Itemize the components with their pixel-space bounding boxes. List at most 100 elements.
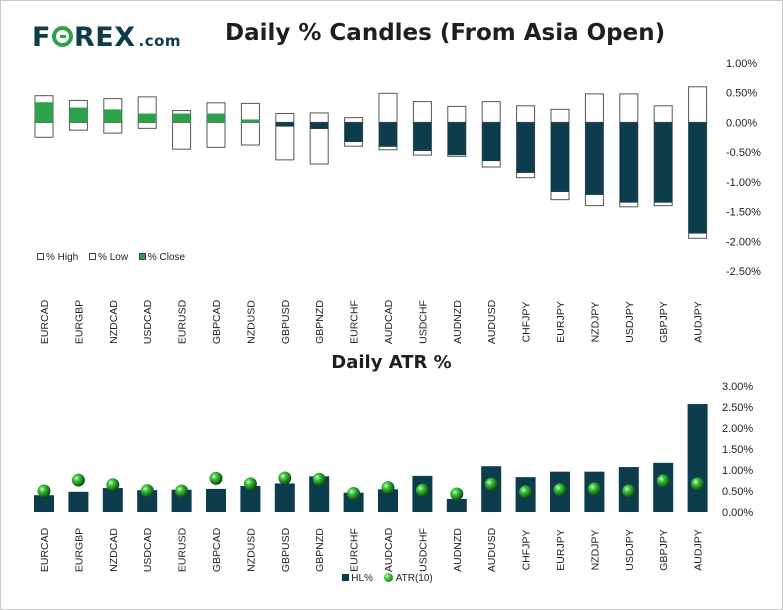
candle-close-body: [344, 122, 363, 143]
atr-dot: [553, 483, 567, 497]
atr-hl-bar: [240, 485, 261, 512]
atr-x-tick-label: EURJPY: [555, 529, 567, 570]
candles-legend: % High % Low % Close: [37, 252, 193, 263]
candle-close-body: [172, 113, 191, 123]
atr-dot: [656, 474, 670, 488]
candles-x-tick-label: CHFJPY: [521, 302, 533, 343]
atr-y-tick: 2.50%: [722, 402, 753, 414]
candles-y-tick: 1.00%: [726, 58, 757, 70]
candle-low-box: [137, 121, 157, 129]
candle-high-box: [619, 93, 639, 123]
atr-x-tick-label: GBPJPY: [658, 529, 670, 570]
legend-close: % Close: [138, 252, 186, 263]
candle-high-box: [584, 93, 604, 123]
candles-y-tick: -1.50%: [726, 207, 761, 219]
atr-dot: [415, 483, 429, 497]
legend-close-swatch: [138, 253, 146, 260]
candle-low-box: [172, 121, 192, 150]
candles-x-tick-label: GBPNZD: [314, 300, 326, 344]
candles-y-tick: 0.00%: [726, 117, 757, 129]
atr-dot: [140, 484, 154, 498]
atr-dot: [347, 487, 361, 501]
candles-x-tick-label: EURCAD: [39, 299, 51, 344]
atr-hl-bar: [446, 498, 467, 512]
atr-hl-bar: [378, 489, 398, 512]
legend-high: % High: [37, 252, 78, 263]
candle-low-box: [34, 121, 54, 138]
legend-hl-label: HL%: [351, 573, 373, 584]
candles-x-tick-label: AUDNZD: [452, 300, 464, 344]
atr-dot: [71, 473, 85, 487]
candles-x-tick-label: EURJPY: [555, 301, 567, 342]
atr-x-tick-label: NZDCAD: [108, 528, 120, 572]
atr-x-tick-label: GBPUSD: [280, 527, 292, 572]
atr-dot: [106, 478, 120, 492]
candle-close-body: [241, 119, 260, 123]
atr-hl-bar: [206, 488, 226, 512]
candle-close-body: [103, 109, 122, 123]
candle-low-box: [68, 121, 88, 131]
atr-hl-bar: [687, 404, 708, 512]
legend-high-swatch: [37, 253, 44, 260]
legend-low: % Low: [89, 252, 128, 263]
candles-x-tick-label: USDCAD: [142, 299, 154, 344]
candle-high-box: [275, 113, 295, 123]
legend-close-label: % Close: [147, 252, 186, 263]
candles-x-tick-label: NZDUSD: [245, 300, 257, 344]
candles-chart-title: Daily % Candles (From Asia Open): [225, 20, 666, 46]
candle-high-box: [688, 86, 708, 123]
atr-x-tick-label: USDCHF: [417, 528, 429, 572]
logo-letter-f: F: [32, 22, 51, 53]
atr-hl-bar: [274, 483, 295, 512]
atr-dot: [37, 484, 51, 498]
atr-dot: [484, 477, 498, 491]
atr-dot: [278, 471, 292, 485]
atr-hl-bar: [34, 495, 54, 512]
atr-hl-bar: [102, 488, 123, 512]
atr-y-tick: 0.00%: [722, 507, 753, 519]
candles-y-tick: -2.50%: [726, 266, 761, 278]
candles-y-tick: -2.00%: [726, 236, 761, 248]
candle-high-box: [653, 105, 673, 123]
candles-x-tick-label: NZDJPY: [589, 302, 601, 343]
atr-x-tick-label: GBPCAD: [211, 527, 223, 572]
legend-hl-swatch: [342, 574, 350, 581]
candle-high-box: [481, 101, 501, 123]
candle-close-body: [619, 122, 638, 203]
candle-close-body: [447, 122, 466, 156]
candle-high-box: [516, 105, 536, 123]
candle-close-body: [516, 122, 535, 173]
legend-low-swatch: [89, 253, 97, 260]
atr-y-tick: 3.00%: [722, 381, 753, 393]
forex-logo: F REX .com: [32, 22, 181, 53]
atr-hl-bar: [309, 476, 330, 512]
atr-hl-bar: [171, 489, 192, 512]
atr-x-tick-label: USDJPY: [624, 529, 636, 570]
candle-low-box: [275, 121, 295, 161]
atr-x-tick-label: AUDUSD: [486, 527, 498, 572]
candle-close-body: [207, 113, 225, 123]
candles-y-tick: 0.50%: [726, 88, 757, 100]
atr-hl-bar: [653, 462, 674, 512]
atr-dot: [519, 485, 533, 499]
atr-y-tick: 1.50%: [722, 444, 753, 456]
atr-legend: HL% ATR(10): [0, 573, 783, 584]
candle-high-box: [550, 108, 570, 123]
atr-x-tick-label: AUDJPY: [693, 529, 705, 570]
atr-dot: [209, 471, 223, 485]
atr-y-tick: 2.00%: [722, 423, 753, 435]
candles-x-tick-label: AUDCAD: [383, 299, 395, 344]
atr-x-tick-label: EURCHF: [349, 528, 361, 572]
atr-x-tick-label: USDCAD: [142, 527, 154, 572]
logo-suffix: .com: [138, 32, 182, 50]
atr-x-tick-label: NZDJPY: [589, 530, 601, 571]
candles-x-tick-label: GBPUSD: [280, 299, 292, 344]
candles-x-tick-label: GBPJPY: [658, 301, 670, 342]
candle-close-body: [310, 122, 329, 129]
candle-close-body: [69, 107, 88, 123]
atr-dot: [622, 484, 636, 498]
candles-x-tick-label: GBPCAD: [211, 299, 223, 344]
candle-close-body: [654, 122, 673, 203]
candle-close-body: [379, 122, 397, 147]
